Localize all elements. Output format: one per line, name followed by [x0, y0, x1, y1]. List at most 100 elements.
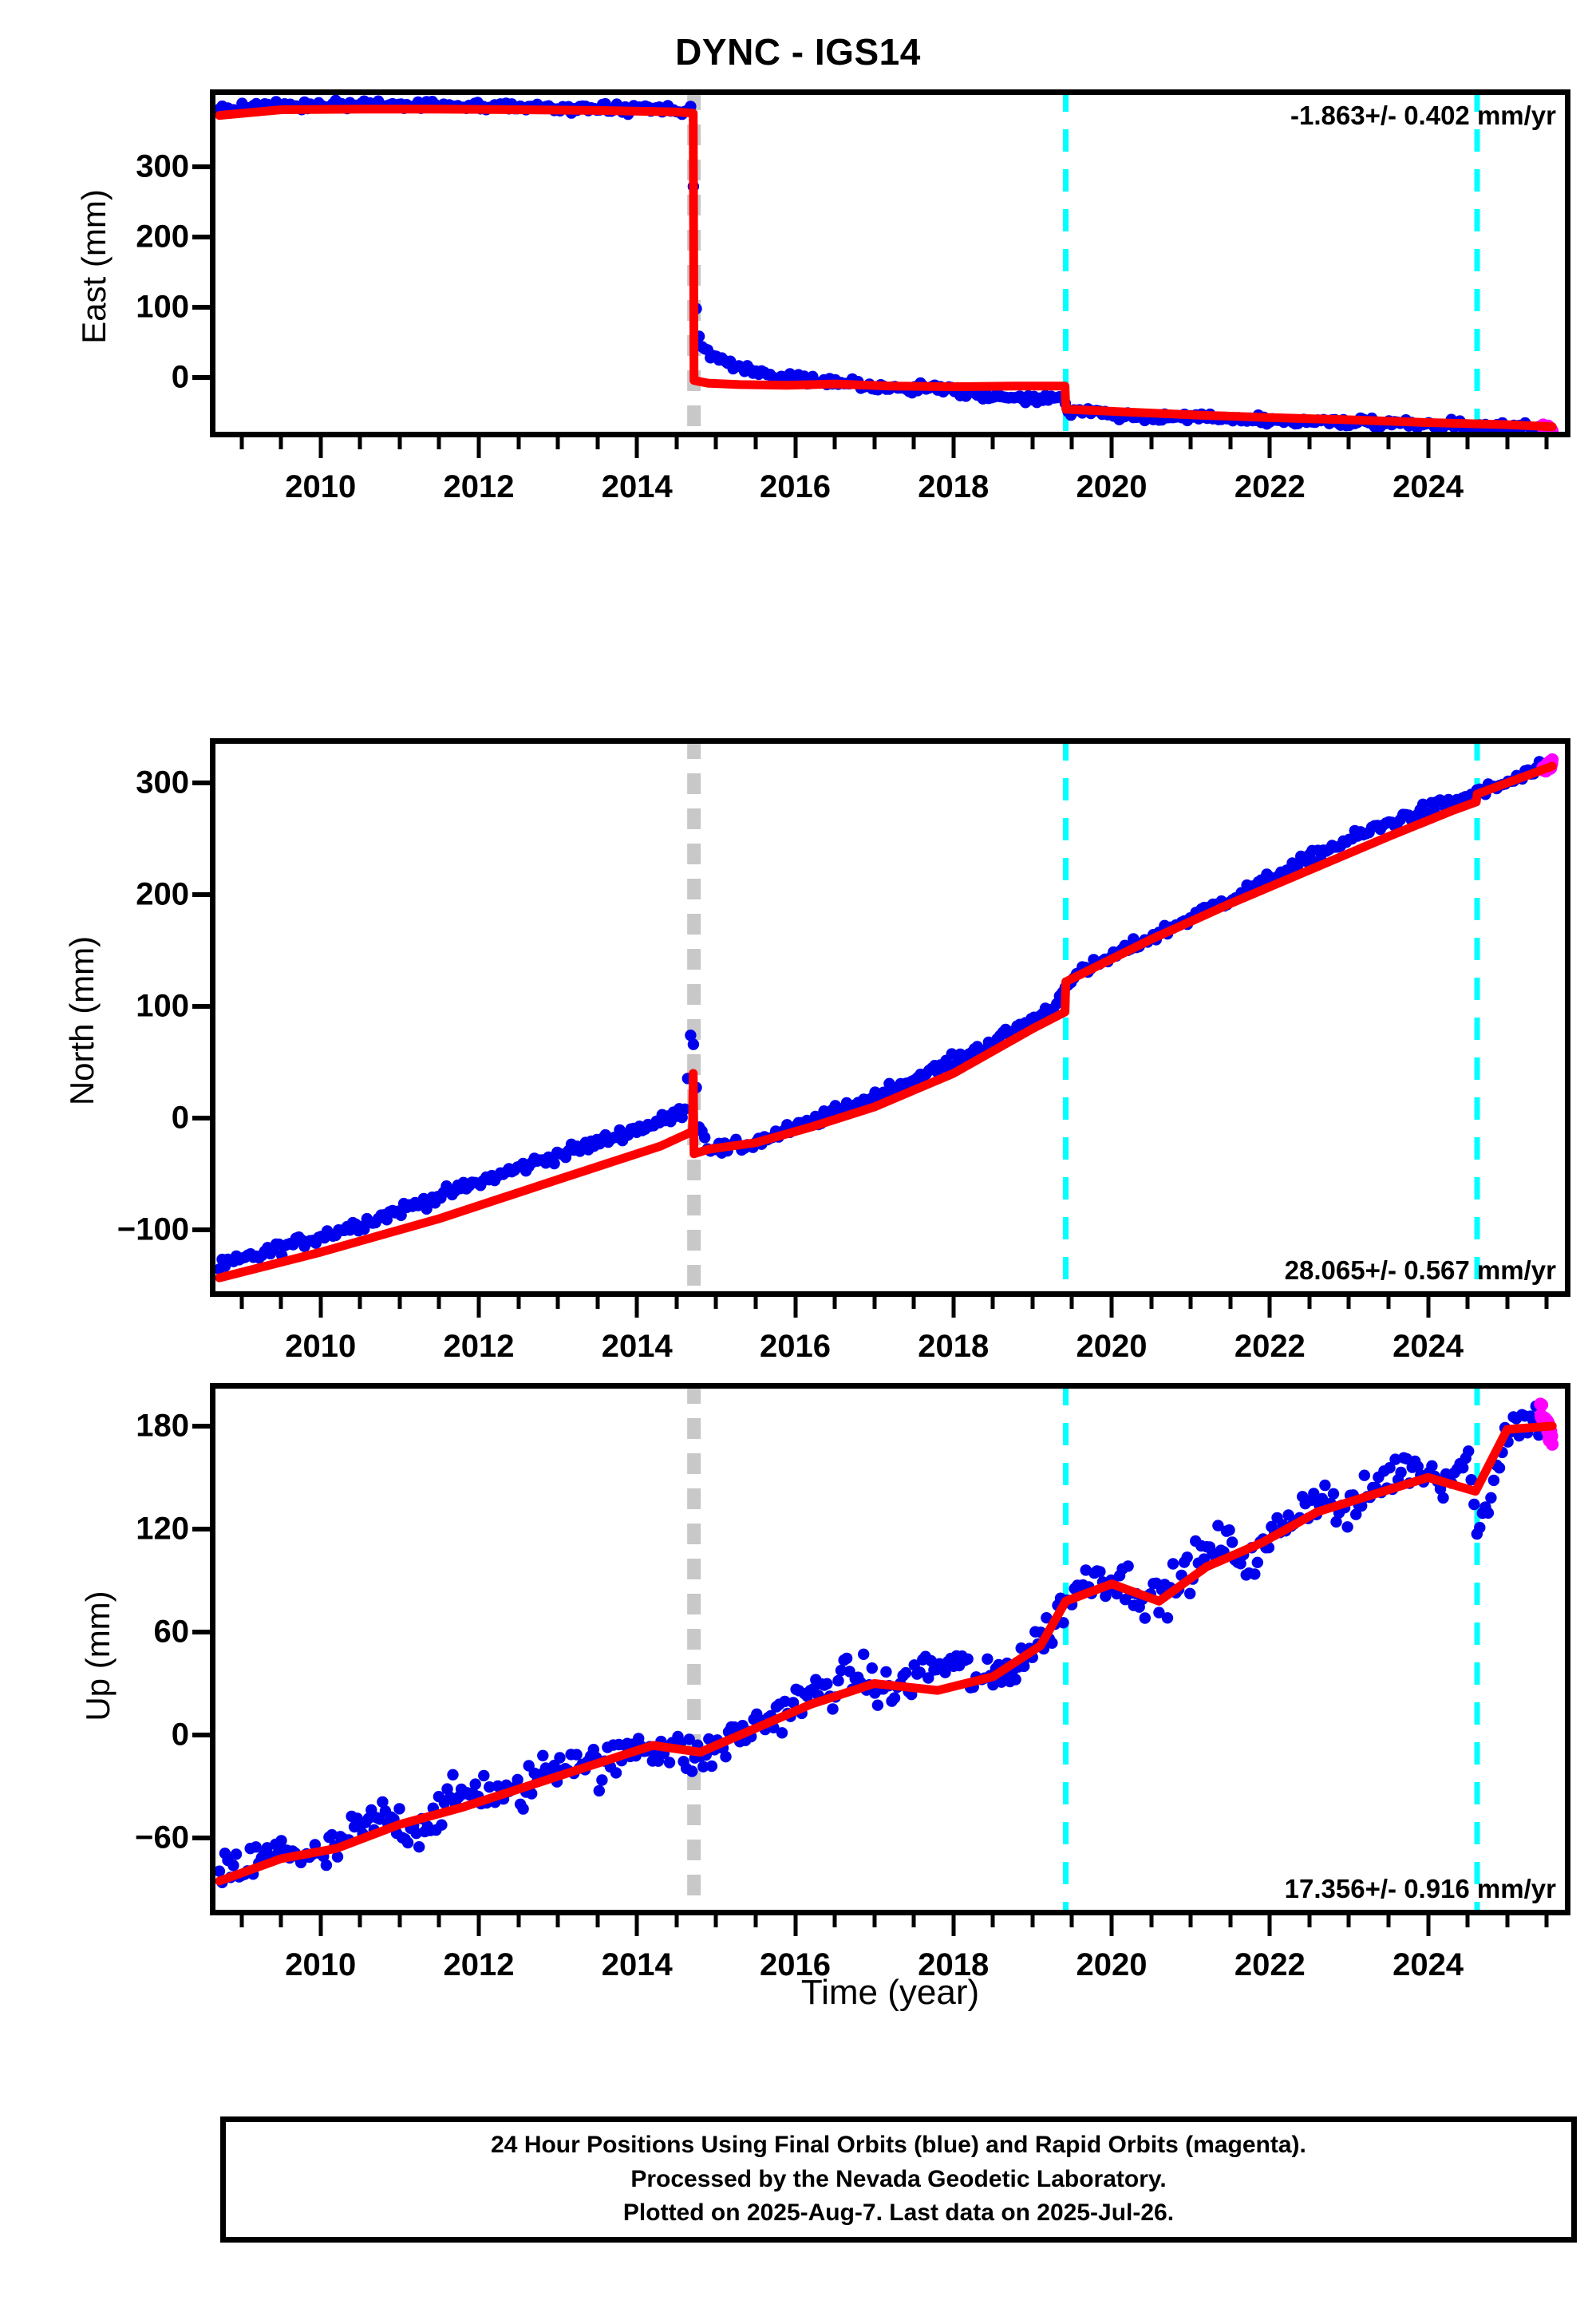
x-tick-minor	[713, 1297, 718, 1309]
x-tick-label: 2022	[1234, 469, 1306, 504]
panel-north: 28.065+/- 0.567 mm/yr North (mm) −100 0 10…	[63, 738, 1570, 1364]
y-tick-mark	[192, 1733, 210, 1738]
x-tick-minor	[872, 1915, 877, 1927]
x-tick-minor	[1228, 1915, 1233, 1927]
x-tick-label: 2022	[1234, 1947, 1306, 1982]
x-tick-minor	[595, 1297, 600, 1309]
final-orbit-points	[213, 756, 1557, 1275]
x-tick-minor	[1307, 1297, 1312, 1309]
x-tick-minor	[990, 1297, 995, 1309]
north-plot-svg	[213, 738, 1559, 1297]
x-tick-minor	[1030, 1915, 1035, 1927]
x-tick-minor	[832, 1915, 837, 1927]
x-tick-minor	[1505, 437, 1510, 449]
x-tick-minor	[753, 437, 758, 449]
y-tick-mark	[192, 234, 210, 239]
x-tick-major	[793, 1297, 798, 1318]
x-tick-minor	[713, 1915, 718, 1927]
x-tick-major	[1426, 1297, 1431, 1318]
y-tick-mark	[192, 1423, 210, 1429]
x-tick-label: 2016	[760, 1329, 832, 1364]
y-tick-mark	[192, 1836, 210, 1841]
final-orbit-points	[213, 1400, 1545, 1888]
x-tick-minor	[1228, 1297, 1233, 1309]
x-tick-label: 2022	[1234, 1329, 1306, 1364]
x-tick-minor	[397, 1915, 402, 1927]
x-tick-minor	[753, 1297, 758, 1309]
x-tick-label: 2018	[918, 1329, 990, 1364]
y-tick-mark	[192, 1116, 210, 1120]
x-tick-major	[634, 437, 639, 458]
y-tick-mark	[192, 1004, 210, 1009]
x-tick-minor	[1149, 437, 1154, 449]
x-tick-minor	[239, 1297, 244, 1309]
x-tick-minor	[1544, 437, 1549, 449]
up-rate-annotation: 17.356+/- 0.916 mm/yr	[1284, 1874, 1556, 1903]
x-tick-minor	[279, 1915, 283, 1927]
x-tick-major	[793, 1915, 798, 1936]
x-tick-minor	[595, 437, 600, 449]
x-tick-label: 2012	[443, 469, 515, 504]
x-tick-major	[1109, 1297, 1114, 1318]
x-tick-label: 2024	[1393, 469, 1464, 504]
x-tick-label: 2018	[918, 469, 990, 504]
x-tick-major	[793, 437, 798, 458]
x-tick-minor	[397, 1297, 402, 1309]
x-tick-minor	[674, 437, 679, 449]
y-tick-label: 100	[136, 988, 189, 1024]
east-rate-annotation: -1.863+/- 0.402 mm/yr	[1290, 101, 1556, 130]
x-tick-minor	[239, 437, 244, 449]
x-tick-minor	[358, 1915, 362, 1927]
x-tick-label: 2020	[1076, 469, 1148, 504]
y-tick-label: 100	[136, 289, 189, 325]
caption-line-2: Processed by the Nevada Geodetic Laborat…	[630, 2165, 1167, 2192]
x-tick-minor	[1505, 1297, 1510, 1309]
x-tick-label: 2010	[285, 1329, 357, 1364]
x-tick-major	[476, 1297, 481, 1318]
up-plot-svg	[213, 1383, 1559, 1915]
x-tick-minor	[1386, 437, 1391, 449]
x-tick-minor	[1346, 437, 1351, 449]
y-tick-label: 180	[136, 1408, 189, 1444]
x-tick-major	[318, 1915, 323, 1936]
y-tick-label: 120	[136, 1511, 189, 1547]
x-tick-minor	[911, 1297, 916, 1309]
y-tick-label: −100	[117, 1211, 189, 1247]
x-tick-label: 2024	[1393, 1329, 1464, 1364]
y-tick-label: 200	[136, 219, 189, 255]
x-tick-minor	[1030, 437, 1035, 449]
x-tick-minor	[516, 1915, 521, 1927]
x-tick-label: 2010	[285, 1947, 357, 1982]
x-tick-minor	[279, 437, 283, 449]
x-tick-label: 2014	[601, 1947, 673, 1982]
figure-title: DYNC - IGS14	[675, 31, 921, 73]
x-tick-minor	[555, 1915, 560, 1927]
x-tick-minor	[674, 1297, 679, 1309]
model-fit-line	[215, 105, 1557, 432]
x-tick-major	[1426, 437, 1431, 458]
panel-east: -1.863+/- 0.402 mm/yr East (mm) 0 100 200 3…	[75, 89, 1570, 504]
x-tick-minor	[1346, 1915, 1351, 1927]
x-tick-minor	[753, 1915, 758, 1927]
panel-up: 17.356+/- 0.916 mm/yr Up (mm) −60 0 60 120 1…	[79, 1383, 1570, 1982]
x-tick-minor	[832, 1297, 837, 1309]
x-tick-minor	[1465, 1297, 1470, 1309]
x-tick-minor	[239, 1915, 244, 1927]
up-axis-label: Up (mm)	[79, 1591, 117, 1721]
x-axis-label: Time (year)	[800, 1973, 980, 2012]
x-tick-minor	[990, 1915, 995, 1927]
x-tick-minor	[1228, 437, 1233, 449]
caption-line-3: Plotted on 2025-Aug-7. Last data on 2025…	[622, 2199, 1175, 2227]
north-rate-annotation: 28.065+/- 0.567 mm/yr	[1284, 1255, 1556, 1285]
x-tick-minor	[872, 437, 877, 449]
x-tick-minor	[872, 1297, 877, 1309]
x-tick-minor	[1069, 437, 1074, 449]
y-tick-label: 60	[153, 1614, 190, 1650]
x-tick-minor	[1386, 1297, 1391, 1309]
x-tick-label: 2014	[601, 469, 673, 504]
panel-east-canvas	[210, 89, 1570, 437]
x-tick-major	[318, 437, 323, 458]
y-tick-mark	[192, 375, 210, 381]
y-tick-mark	[192, 1227, 210, 1232]
x-tick-minor	[437, 1297, 441, 1309]
